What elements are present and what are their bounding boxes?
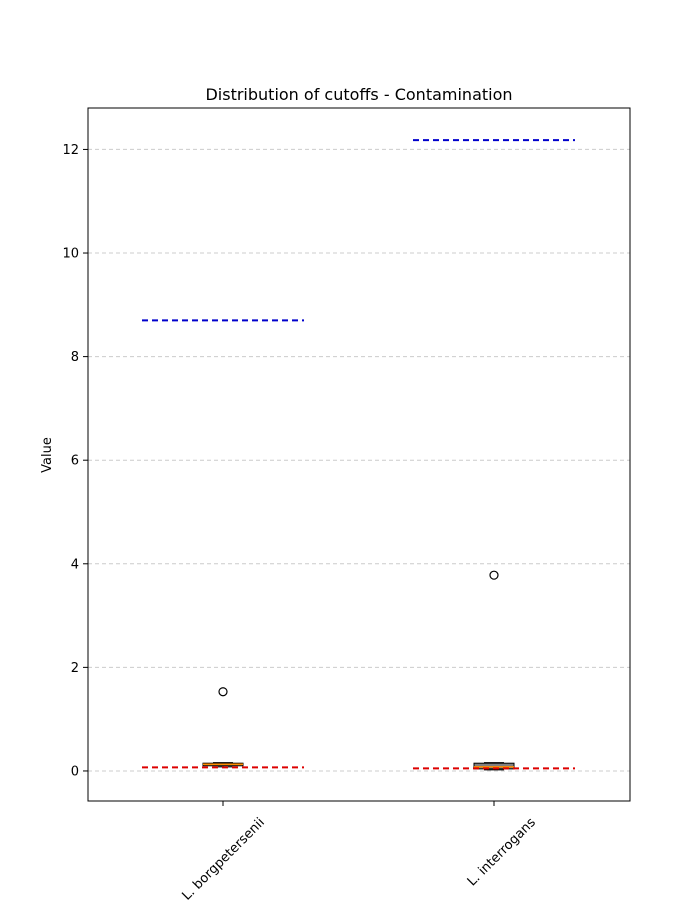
x-tick-label: L. borgpetersenii [179,815,267,900]
x-tick-label: L. interrogans [465,815,539,889]
marks-layer [142,139,575,771]
y-tick-label: 10 [62,247,79,262]
chart-title: Distribution of cutoffs - Contamination [205,85,512,104]
outlier-point [489,570,499,580]
grid-layer [88,148,630,772]
y-tick-label: 8 [71,350,79,365]
y-tick-label: 4 [71,557,79,572]
y-axis-label: Value [40,437,55,473]
y-tick-label: 6 [71,454,79,469]
y-tick-label: 12 [62,143,79,158]
y-tick-label: 0 [71,764,79,779]
y-tick-label: 2 [71,661,79,676]
plot-frame [87,107,631,802]
outlier-point [218,687,228,697]
axes-layer: 0 2 4 6 8 10 12 L. borgpetersenii L. interrogans [62,143,539,900]
